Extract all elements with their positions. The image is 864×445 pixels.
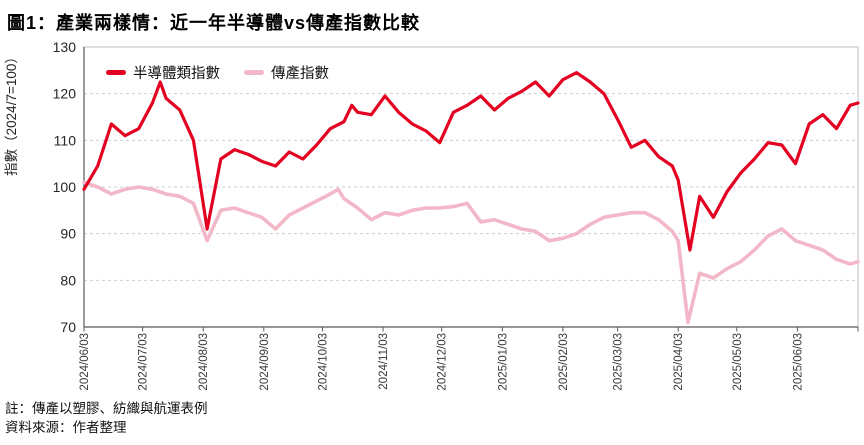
x-tick-label: 2024/12/03 bbox=[437, 333, 449, 391]
x-tick-label: 2024/08/03 bbox=[198, 333, 210, 391]
x-tick-label: 2024/07/03 bbox=[138, 333, 150, 391]
y-tick-label-120: 120 bbox=[53, 86, 77, 102]
y-tick-label-100: 100 bbox=[53, 179, 77, 195]
legend-item-traditional: 傳產指數 bbox=[244, 62, 329, 83]
x-tick-label: 2024/09/03 bbox=[259, 333, 271, 391]
plot-area: 70 80 90 100 110 120 130 2024/06/03 2024/07/03 20… bbox=[53, 39, 860, 391]
y-tick-label-80: 80 bbox=[60, 272, 76, 288]
semiconductor-line-swatch-icon bbox=[106, 70, 126, 75]
traditional-index-line bbox=[82, 180, 860, 325]
semiconductor-legend-label: 半導體類指數 bbox=[133, 66, 220, 82]
semiconductor-index-line bbox=[82, 71, 860, 252]
x-tick-label: 2025/06/03 bbox=[792, 333, 804, 391]
chart-footnote: 註：傳產以塑膠、紡織與航運表例 bbox=[5, 401, 208, 416]
y-tick-label-90: 90 bbox=[60, 226, 76, 242]
x-tick-label: 2025/01/03 bbox=[497, 333, 509, 391]
x-tick-label: 2025/02/03 bbox=[558, 333, 570, 391]
x-tick-label: 2024/11/03 bbox=[378, 333, 390, 390]
y-tick-label-110: 110 bbox=[54, 132, 77, 148]
x-tick-label: 2024/06/03 bbox=[79, 333, 91, 391]
y-axis-title: 指數（2024/7=100） bbox=[4, 50, 19, 176]
y-tick-label-130: 130 bbox=[53, 39, 77, 55]
x-tick-label: 2025/04/03 bbox=[673, 333, 685, 391]
x-tick-label: 2024/10/03 bbox=[317, 333, 329, 391]
traditional-legend-label: 傳產指數 bbox=[271, 66, 329, 82]
y-tick-label-70: 70 bbox=[60, 319, 76, 335]
legend-item-semiconductor: 半導體類指數 bbox=[106, 62, 220, 83]
x-tick-label: 2025/05/03 bbox=[732, 333, 744, 391]
x-tick-label: 2025/03/03 bbox=[613, 333, 625, 391]
chart-legend: 半導體類指數 傳產指數 bbox=[106, 62, 329, 83]
chart-source: 資料來源：作者整理 bbox=[5, 420, 127, 435]
figure-title: 圖1：產業兩樣情：近一年半導體vs傳產指數比較 bbox=[7, 13, 421, 33]
traditional-line-swatch-icon bbox=[244, 70, 264, 75]
